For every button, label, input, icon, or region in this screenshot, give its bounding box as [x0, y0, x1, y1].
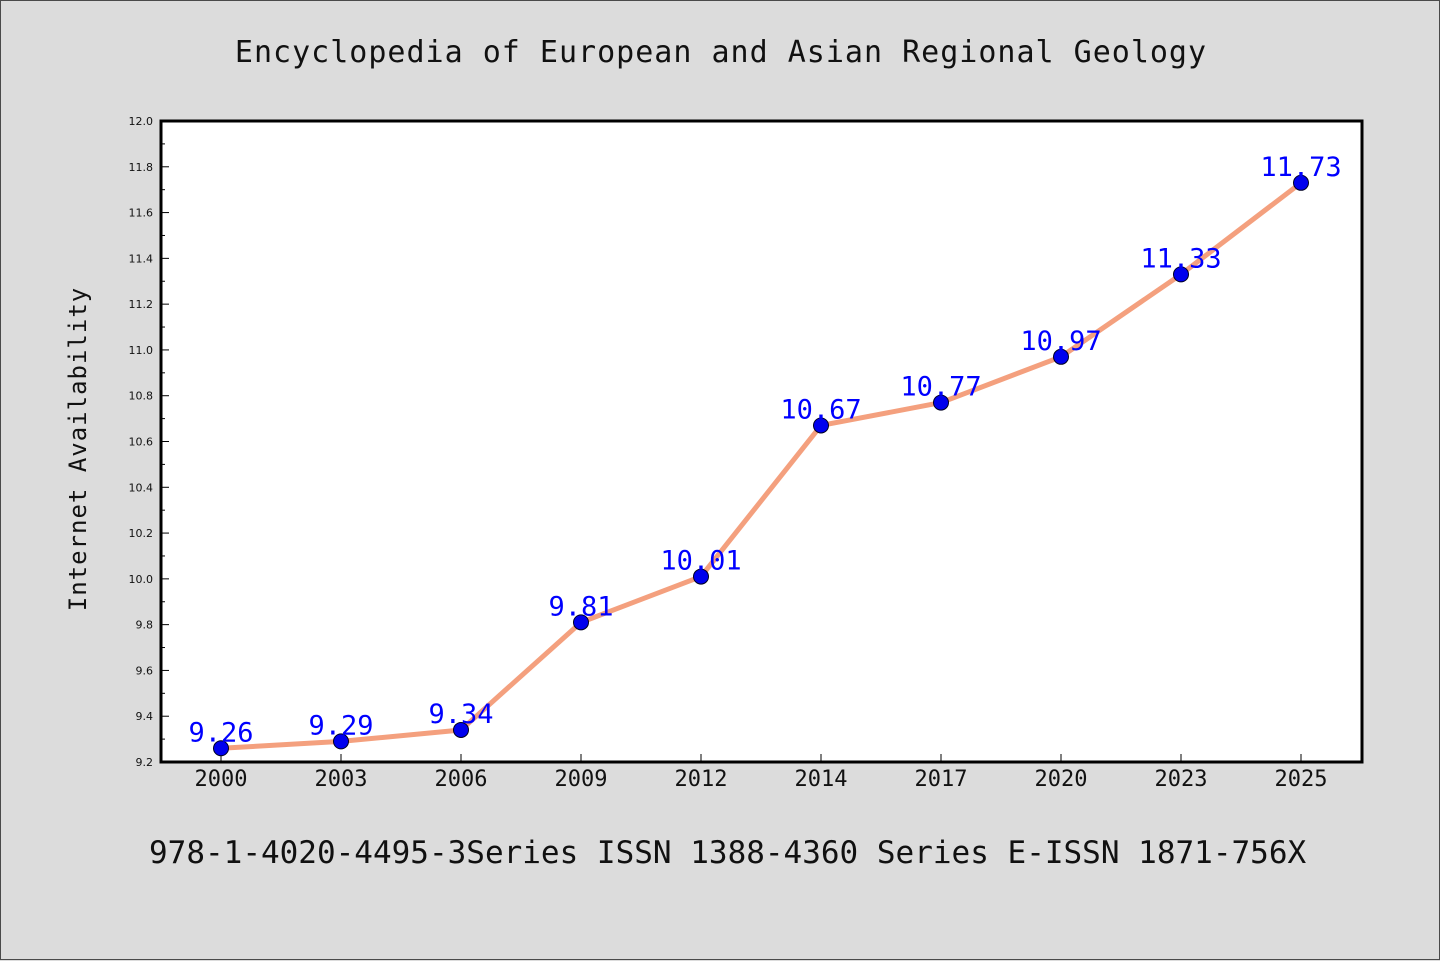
- data-label: 10.97: [1020, 326, 1101, 357]
- data-label: 9.26: [188, 717, 253, 748]
- x-tick-label: 2000: [195, 767, 248, 792]
- plot-border: [159, 119, 1364, 764]
- y-tick-label: 9.2: [136, 756, 154, 769]
- data-point: [453, 721, 469, 738]
- data-label: 9.34: [428, 699, 493, 730]
- data-label: 9.29: [308, 710, 373, 741]
- data-point: [813, 417, 829, 434]
- data-label: 10.01: [660, 546, 741, 577]
- x-tick-label: 2003: [315, 767, 368, 792]
- series-line: [218, 180, 1304, 751]
- y-tick-label: 11.8: [129, 161, 154, 174]
- data-point: [1293, 174, 1309, 191]
- footer-isbn-text: 978-1-4020-4495-3Series ISSN 1388-4360 S…: [149, 835, 1307, 871]
- data-label: 9.81: [548, 591, 613, 622]
- y-tick-label: 9.8: [136, 619, 154, 632]
- y-tick-label: 10.4: [129, 481, 154, 494]
- x-tick-label: 2017: [915, 767, 968, 792]
- chart-title: Encyclopedia of European and Asian Regio…: [234, 35, 1208, 70]
- data-label: 10.67: [780, 394, 861, 425]
- data-point: [213, 740, 229, 757]
- data-point: [693, 568, 709, 585]
- y-tick-label: 9.4: [136, 710, 154, 723]
- plot-area: [161, 121, 1362, 762]
- y-tick-label: 10.6: [129, 436, 154, 449]
- data-point: [1053, 348, 1069, 365]
- x-tick-label: 2025: [1275, 767, 1328, 792]
- x-tick-label: 2012: [675, 767, 728, 792]
- y-tick-label: 11.0: [129, 344, 154, 357]
- x-tick-label: 2020: [1035, 767, 1088, 792]
- y-tick-label: 11.2: [129, 298, 154, 311]
- y-tick-label: 10.8: [129, 390, 154, 403]
- y-tick-label: 11.6: [129, 207, 154, 220]
- data-point: [933, 394, 949, 411]
- y-tick-label: 10.0: [129, 573, 154, 586]
- data-point: [1173, 266, 1189, 283]
- x-tick-label: 2023: [1155, 767, 1208, 792]
- data-label: 11.33: [1140, 243, 1221, 274]
- data-point: [573, 614, 589, 631]
- data-label: 11.73: [1260, 152, 1341, 183]
- data-point: [333, 733, 349, 750]
- y-tick-label: 9.6: [136, 664, 154, 677]
- x-tick-label: 2014: [795, 767, 848, 792]
- y-tick-label: 12.0: [129, 115, 154, 128]
- x-tick-label: 2006: [435, 767, 488, 792]
- y-tick-label: 11.4: [129, 252, 154, 265]
- y-tick-label: 10.2: [129, 527, 154, 540]
- x-tick-label: 2009: [555, 767, 608, 792]
- data-label: 10.77: [900, 372, 981, 403]
